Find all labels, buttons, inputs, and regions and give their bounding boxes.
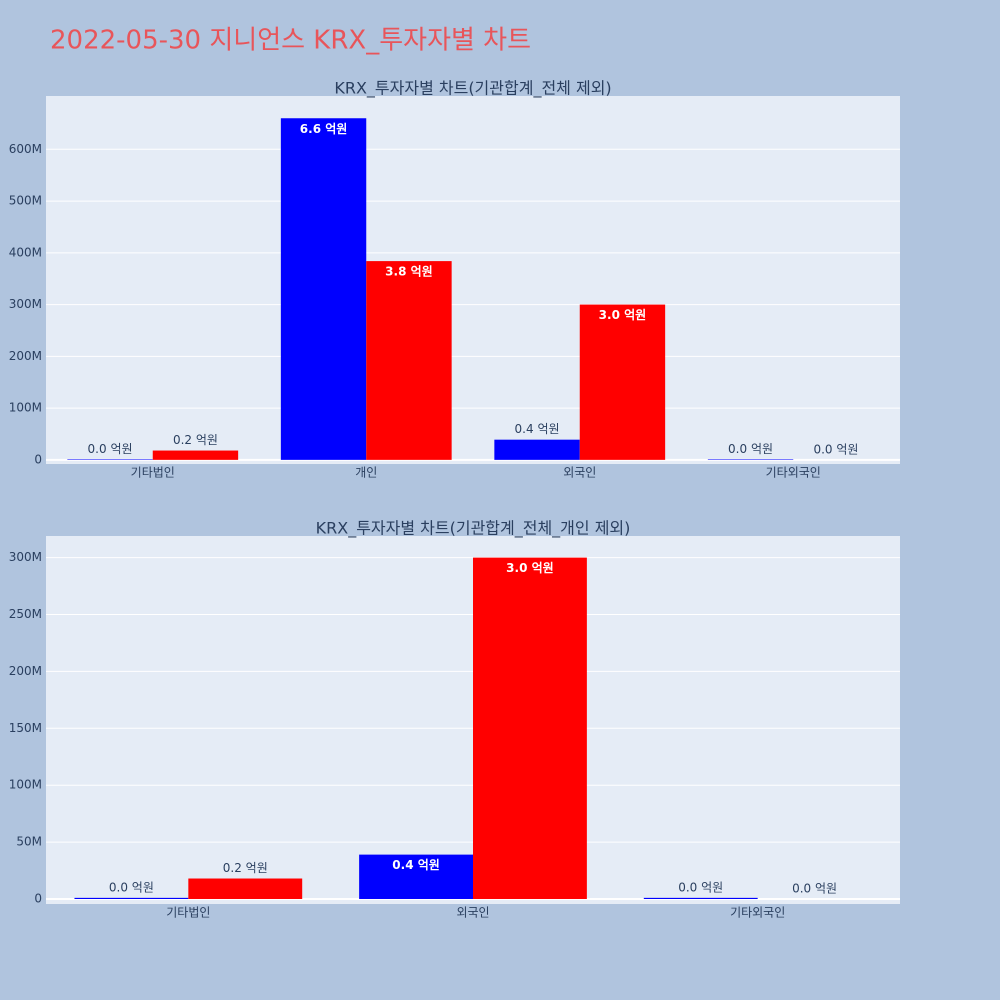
bar [152,450,239,460]
value-label: 0.0 억원 [728,442,773,456]
bar [579,304,666,460]
value-label: 0.0 억원 [792,881,837,895]
bar [280,118,367,460]
value-label: 0.4 억원 [392,858,440,872]
y-tick-label: 400M [9,245,42,259]
y-tick-label: 150M [9,721,42,735]
value-label: 0.2 억원 [223,861,268,875]
value-label: 0.0 억원 [109,880,154,894]
bar [359,854,473,899]
bar [494,439,580,460]
y-tick-label: 200M [9,664,42,678]
y-tick-label: 200M [9,349,42,363]
chart-title: KRX_투자자별 차트(기관합계_전체_개인 제외) [316,519,631,539]
y-tick-label: 500M [9,194,42,208]
x-tick-label: 외국인 [456,906,489,920]
x-tick-label: 기타법인 [166,906,210,920]
y-tick-label: 100M [9,401,42,415]
x-tick-label: 기타외국인 [730,906,785,920]
y-tick-label: 100M [9,778,42,792]
bar [188,878,303,899]
x-tick-label: 기타외국인 [766,466,821,480]
y-tick-label: 50M [16,835,42,849]
value-label: 6.6 억원 [300,122,348,136]
value-label: 0.0 억원 [678,880,723,894]
bar [67,459,153,460]
value-label: 0.4 억원 [515,422,560,436]
bar [707,459,794,460]
bar [366,261,452,460]
chart-title: KRX_투자자별 차트(기관합계_전체 제외) [334,79,611,99]
plot-area [46,96,900,464]
value-label: 3.0 억원 [599,308,647,322]
bar [74,897,189,899]
x-tick-label: 외국인 [563,466,596,480]
value-label: 0.2 억원 [173,433,218,447]
x-tick-label: 기타법인 [131,466,175,480]
value-label: 0.0 억원 [813,442,858,456]
y-tick-label: 300M [9,550,42,564]
x-tick-label: 개인 [355,466,377,480]
y-tick-label: 600M [9,142,42,156]
y-tick-label: 0 [34,891,42,905]
y-tick-label: 250M [9,607,42,621]
y-tick-label: 0 [34,452,42,466]
value-label: 0.0 억원 [88,442,133,456]
y-tick-label: 300M [9,297,42,311]
value-label: 3.0 억원 [506,561,554,575]
bar [473,557,587,899]
bar [643,897,758,899]
page-title: 2022-05-30 지니언스 KRX_투자자별 차트 [50,26,531,56]
value-label: 3.8 억원 [385,265,433,279]
